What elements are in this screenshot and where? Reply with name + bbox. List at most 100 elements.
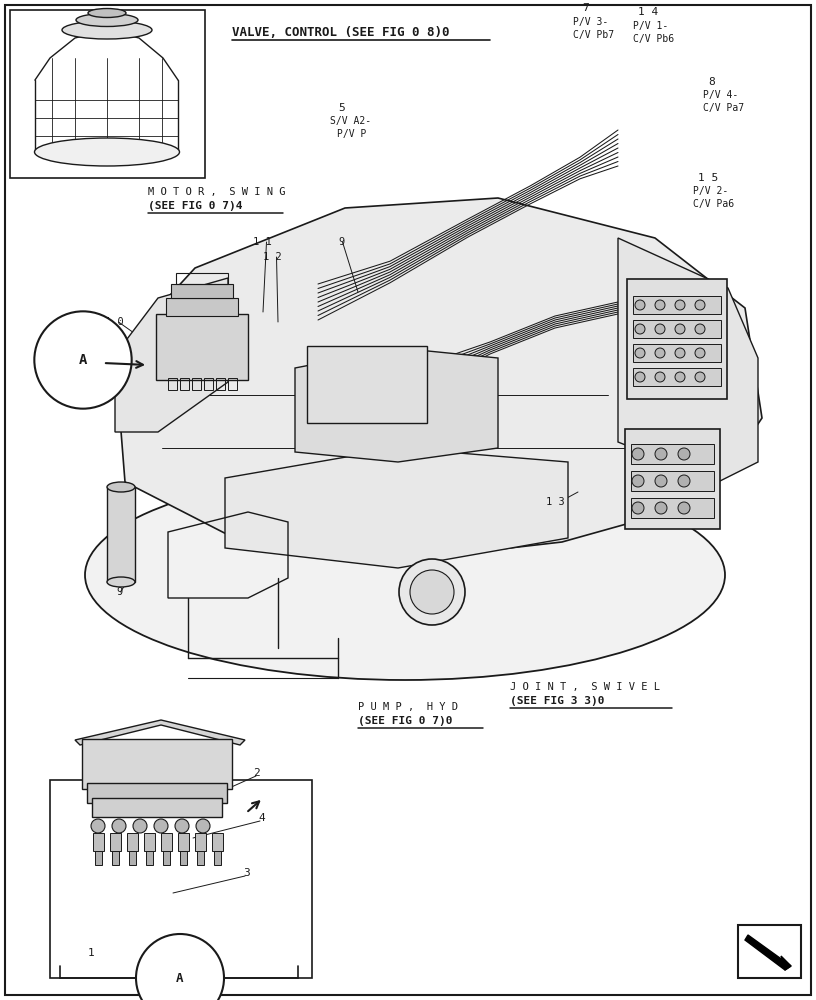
Text: 9: 9 <box>116 587 122 597</box>
Bar <box>93 833 104 851</box>
Text: P U M P ,  H Y D: P U M P , H Y D <box>358 702 458 712</box>
FancyBboxPatch shape <box>625 429 720 529</box>
Bar <box>633 344 721 362</box>
FancyBboxPatch shape <box>156 314 248 380</box>
Bar <box>161 833 172 851</box>
Text: TANK: TANK <box>480 513 503 523</box>
Bar <box>631 471 714 491</box>
Circle shape <box>655 372 665 382</box>
Text: 1 2: 1 2 <box>263 252 282 262</box>
Ellipse shape <box>88 8 126 17</box>
Bar <box>95 851 102 865</box>
Text: 2: 2 <box>253 768 259 778</box>
Circle shape <box>635 372 645 382</box>
Text: 1 0: 1 0 <box>105 317 124 327</box>
Text: P/V 1-: P/V 1- <box>633 21 668 31</box>
Text: A: A <box>79 353 87 367</box>
Circle shape <box>635 324 645 334</box>
Bar <box>50 780 312 978</box>
Circle shape <box>133 819 147 833</box>
Text: P/V 2-: P/V 2- <box>693 186 728 196</box>
Bar <box>127 833 138 851</box>
Ellipse shape <box>62 21 152 39</box>
Bar <box>228 378 237 390</box>
Text: P/V 4-: P/V 4- <box>703 90 738 100</box>
Circle shape <box>196 819 210 833</box>
Bar <box>10 10 205 178</box>
Text: 1: 1 <box>175 948 182 958</box>
Text: J O I N T ,  S W I V E L: J O I N T , S W I V E L <box>510 682 660 692</box>
Polygon shape <box>115 278 228 432</box>
Circle shape <box>175 819 189 833</box>
Text: S/V A2-: S/V A2- <box>330 116 371 126</box>
Circle shape <box>695 348 705 358</box>
Bar <box>216 378 225 390</box>
Text: 1: 1 <box>88 948 95 958</box>
Circle shape <box>675 372 685 382</box>
Text: 7: 7 <box>582 3 589 13</box>
Bar <box>204 378 213 390</box>
Bar <box>633 368 721 386</box>
Text: P/V T-: P/V T- <box>477 500 512 510</box>
Circle shape <box>632 448 644 460</box>
Bar <box>195 833 206 851</box>
Bar <box>110 833 121 851</box>
Bar <box>168 378 177 390</box>
Circle shape <box>91 819 105 833</box>
Bar <box>178 833 189 851</box>
FancyBboxPatch shape <box>87 783 227 803</box>
FancyBboxPatch shape <box>92 798 222 817</box>
Polygon shape <box>618 238 758 482</box>
Bar <box>107 487 135 582</box>
Bar <box>633 320 721 338</box>
Circle shape <box>695 324 705 334</box>
Ellipse shape <box>34 138 180 166</box>
FancyBboxPatch shape <box>307 346 427 423</box>
Circle shape <box>655 448 667 460</box>
Text: 6: 6 <box>484 487 490 497</box>
Text: A: A <box>176 972 184 984</box>
Bar <box>163 851 170 865</box>
Bar <box>633 296 721 314</box>
Text: 1 5: 1 5 <box>698 173 718 183</box>
Bar <box>180 378 189 390</box>
Circle shape <box>675 348 685 358</box>
Polygon shape <box>781 956 791 970</box>
Circle shape <box>655 324 665 334</box>
Text: 3: 3 <box>243 868 250 878</box>
Circle shape <box>410 570 454 614</box>
Text: (SEE FIG 3 3)0: (SEE FIG 3 3)0 <box>510 696 605 706</box>
Circle shape <box>112 819 126 833</box>
Polygon shape <box>225 448 568 568</box>
Bar <box>129 851 136 865</box>
Circle shape <box>154 819 168 833</box>
Ellipse shape <box>85 470 725 680</box>
Circle shape <box>399 559 465 625</box>
Circle shape <box>632 502 644 514</box>
Ellipse shape <box>107 577 135 587</box>
Text: 1 1: 1 1 <box>253 237 272 247</box>
Text: (SEE FIG 0 7)0: (SEE FIG 0 7)0 <box>358 716 453 726</box>
Circle shape <box>655 300 665 310</box>
Bar <box>144 833 155 851</box>
Bar <box>738 925 801 978</box>
FancyBboxPatch shape <box>627 279 727 399</box>
Text: VALVE, CONTROL (SEE FIG 0 8)0: VALVE, CONTROL (SEE FIG 0 8)0 <box>232 25 450 38</box>
Text: P/V P: P/V P <box>337 129 366 139</box>
Circle shape <box>655 348 665 358</box>
Polygon shape <box>115 198 762 560</box>
Bar <box>166 298 238 316</box>
Circle shape <box>678 502 690 514</box>
Bar <box>631 444 714 464</box>
Circle shape <box>632 475 644 487</box>
Circle shape <box>695 372 705 382</box>
Bar <box>112 851 119 865</box>
Text: 9: 9 <box>338 237 344 247</box>
Text: C/V Pb7: C/V Pb7 <box>573 30 614 40</box>
Text: M O T O R ,  S W I N G: M O T O R , S W I N G <box>148 187 286 197</box>
Bar <box>176 273 228 284</box>
Circle shape <box>678 475 690 487</box>
Bar <box>197 851 204 865</box>
Polygon shape <box>75 720 245 745</box>
Ellipse shape <box>107 482 135 492</box>
